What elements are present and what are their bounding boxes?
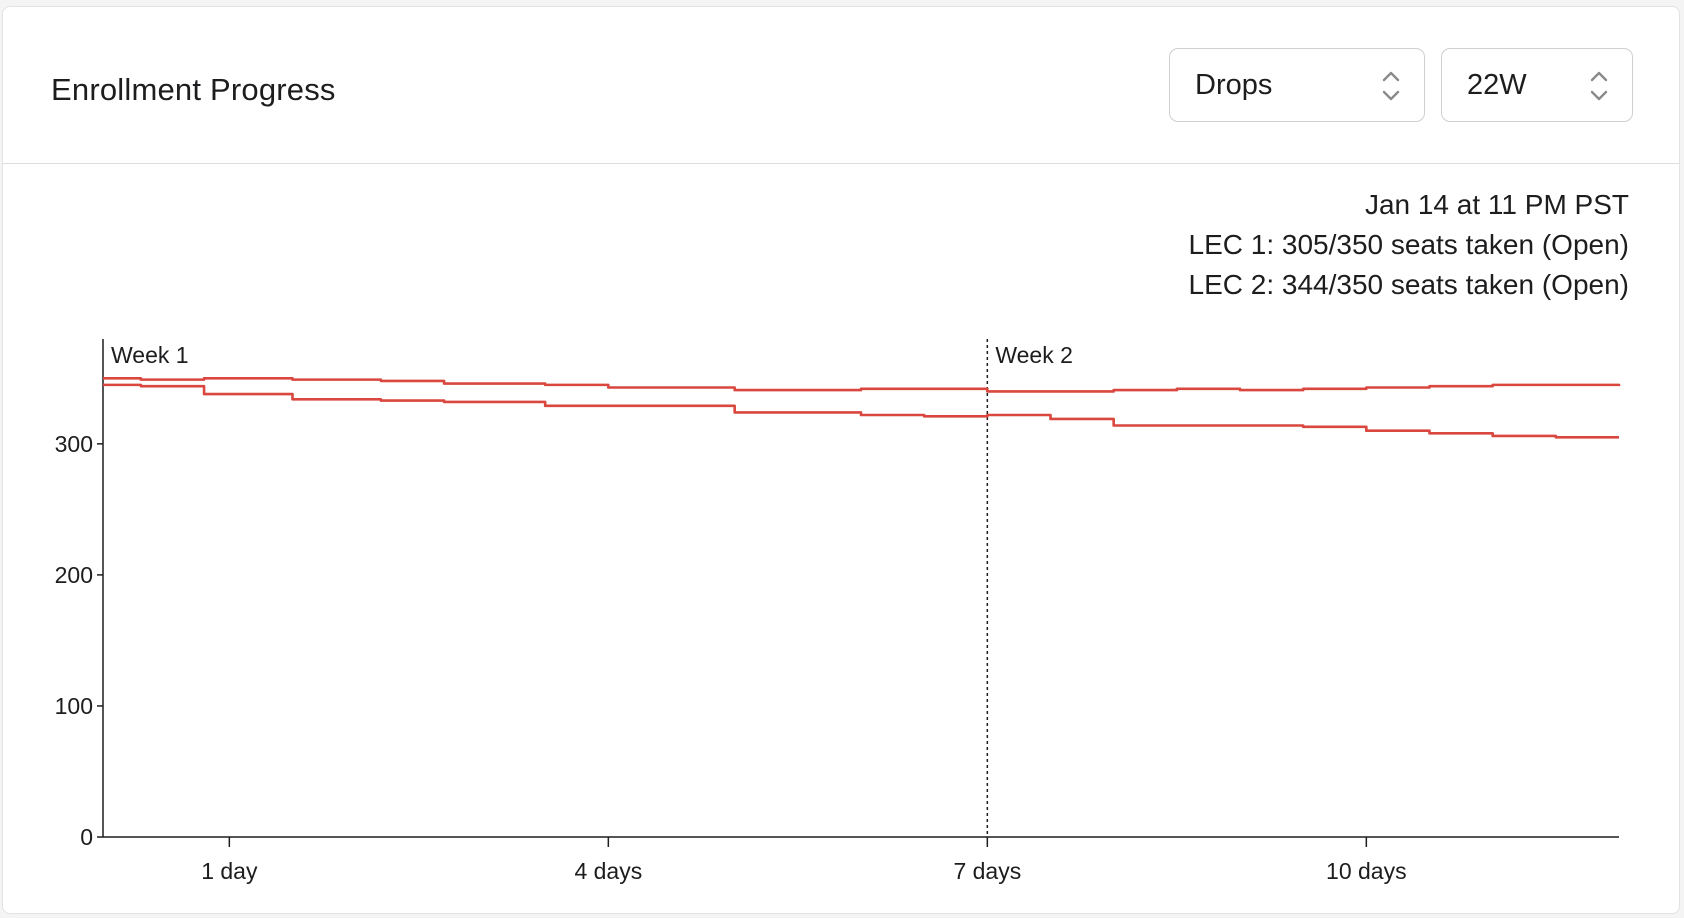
metric-select[interactable]: Drops xyxy=(1169,48,1425,122)
week-marker-label: Week 1 xyxy=(111,342,189,368)
term-select[interactable]: 22W xyxy=(1441,48,1633,122)
card-title: Enrollment Progress xyxy=(51,72,336,107)
week-marker-label: Week 2 xyxy=(995,342,1073,368)
y-tick-label: 0 xyxy=(80,824,93,850)
y-tick-label: 200 xyxy=(55,562,93,588)
y-tick-label: 100 xyxy=(55,693,93,719)
info-line-lec2: LEC 2: 344/350 seats taken (Open) xyxy=(1188,269,1630,300)
x-tick-label: 1 day xyxy=(201,858,258,884)
enrollment-chart[interactable]: 0 100 200 300 1 day 4 days 7 days 10 days Week 1… xyxy=(3,7,1681,915)
x-tick-label: 7 days xyxy=(953,858,1021,884)
info-timestamp: Jan 14 at 11 PM PST xyxy=(1364,189,1629,220)
term-select-value: 22W xyxy=(1467,69,1527,101)
info-line-lec1: LEC 1: 305/350 seats taken (Open) xyxy=(1188,229,1630,260)
x-tick-label: 10 days xyxy=(1326,858,1407,884)
y-tick-label: 300 xyxy=(55,431,93,457)
enrollment-info: Jan 14 at 11 PM PST LEC 1: 305/350 seats… xyxy=(1189,185,1630,305)
chevron-up-down-icon xyxy=(1382,71,1400,101)
x-tick-label: 4 days xyxy=(574,858,642,884)
enrollment-progress-card: Enrollment Progress Drops 22W Jan 14 at … xyxy=(2,6,1680,914)
metric-select-value: Drops xyxy=(1195,69,1273,101)
card-header: Enrollment Progress Drops 22W xyxy=(3,7,1679,164)
series-line-1 xyxy=(103,383,1619,439)
series-line-2 xyxy=(103,377,1621,393)
chevron-up-down-icon xyxy=(1590,71,1608,101)
